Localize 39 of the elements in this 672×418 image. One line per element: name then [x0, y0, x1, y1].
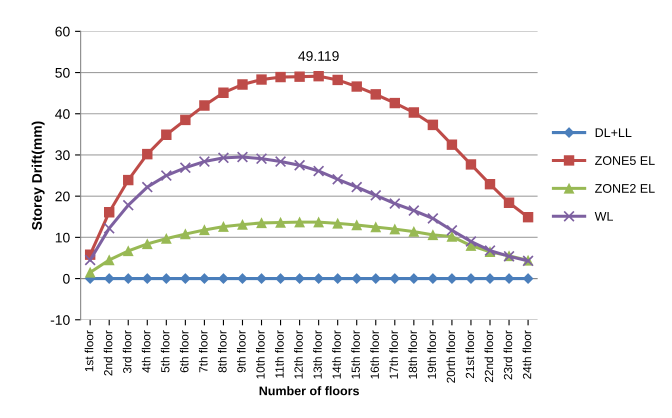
- x-tick-label: 4th floor: [142, 330, 150, 373]
- x-tick-label: 1st floor: [84, 330, 94, 372]
- x-tick-label: 19th floor: [427, 330, 436, 379]
- x-tick-label: 23rd floor: [504, 330, 512, 380]
- x-tick-label: 8th floor: [218, 330, 227, 372]
- x-tick-label: 11th floor: [275, 330, 284, 378]
- y-tick-label: 30: [55, 150, 70, 160]
- x-tick-label: 3rd floor: [122, 330, 132, 374]
- y-tick-label: 40: [55, 109, 70, 119]
- x-tick-label: 6th floor: [180, 330, 189, 372]
- x-tick-label: 16th floor: [370, 330, 379, 379]
- x-tick-label: 20rth floor: [446, 330, 456, 383]
- legend-label: WL: [594, 212, 614, 221]
- x-tick-label: 15th floor: [351, 330, 360, 379]
- x-tick-label: 5th floor: [160, 330, 170, 372]
- y-tick-label: 10: [56, 232, 70, 243]
- legend-label: DL+LL: [596, 128, 632, 137]
- x-tick-label: 14th floor: [332, 330, 341, 379]
- x-tick-label: 22nd floor: [484, 330, 494, 382]
- x-axis-title: Number of floors: [260, 386, 359, 396]
- x-tick-label: 13th floor: [313, 330, 322, 379]
- y-tick-label: 0: [63, 274, 70, 284]
- annotation: 49.119: [298, 51, 339, 61]
- x-tick-label: 17th floor: [389, 330, 398, 379]
- legend-label: ZONE5 EL: [595, 156, 655, 165]
- x-tick-label: 18th floor: [408, 330, 418, 379]
- x-tick-label: 9th floor: [236, 330, 246, 372]
- x-tick-label: 12th floor: [294, 330, 303, 379]
- x-tick-label: 10th floor: [256, 330, 265, 379]
- y-axis-title: Storey Drift(mm): [32, 121, 45, 230]
- x-tick-label: 7th floor: [198, 330, 208, 372]
- x-tick-label: 2nd floor: [104, 330, 112, 376]
- y-tick-label: 50: [55, 68, 70, 78]
- y-tick-label: 20: [55, 191, 70, 202]
- x-tick-label: 24th floor: [522, 330, 532, 379]
- y-tick-label: 60: [55, 26, 70, 37]
- legend-label: ZONE2 EL: [595, 184, 655, 193]
- x-tick-label: 21st floor: [465, 330, 474, 378]
- y-tick-label: -10: [50, 315, 70, 325]
